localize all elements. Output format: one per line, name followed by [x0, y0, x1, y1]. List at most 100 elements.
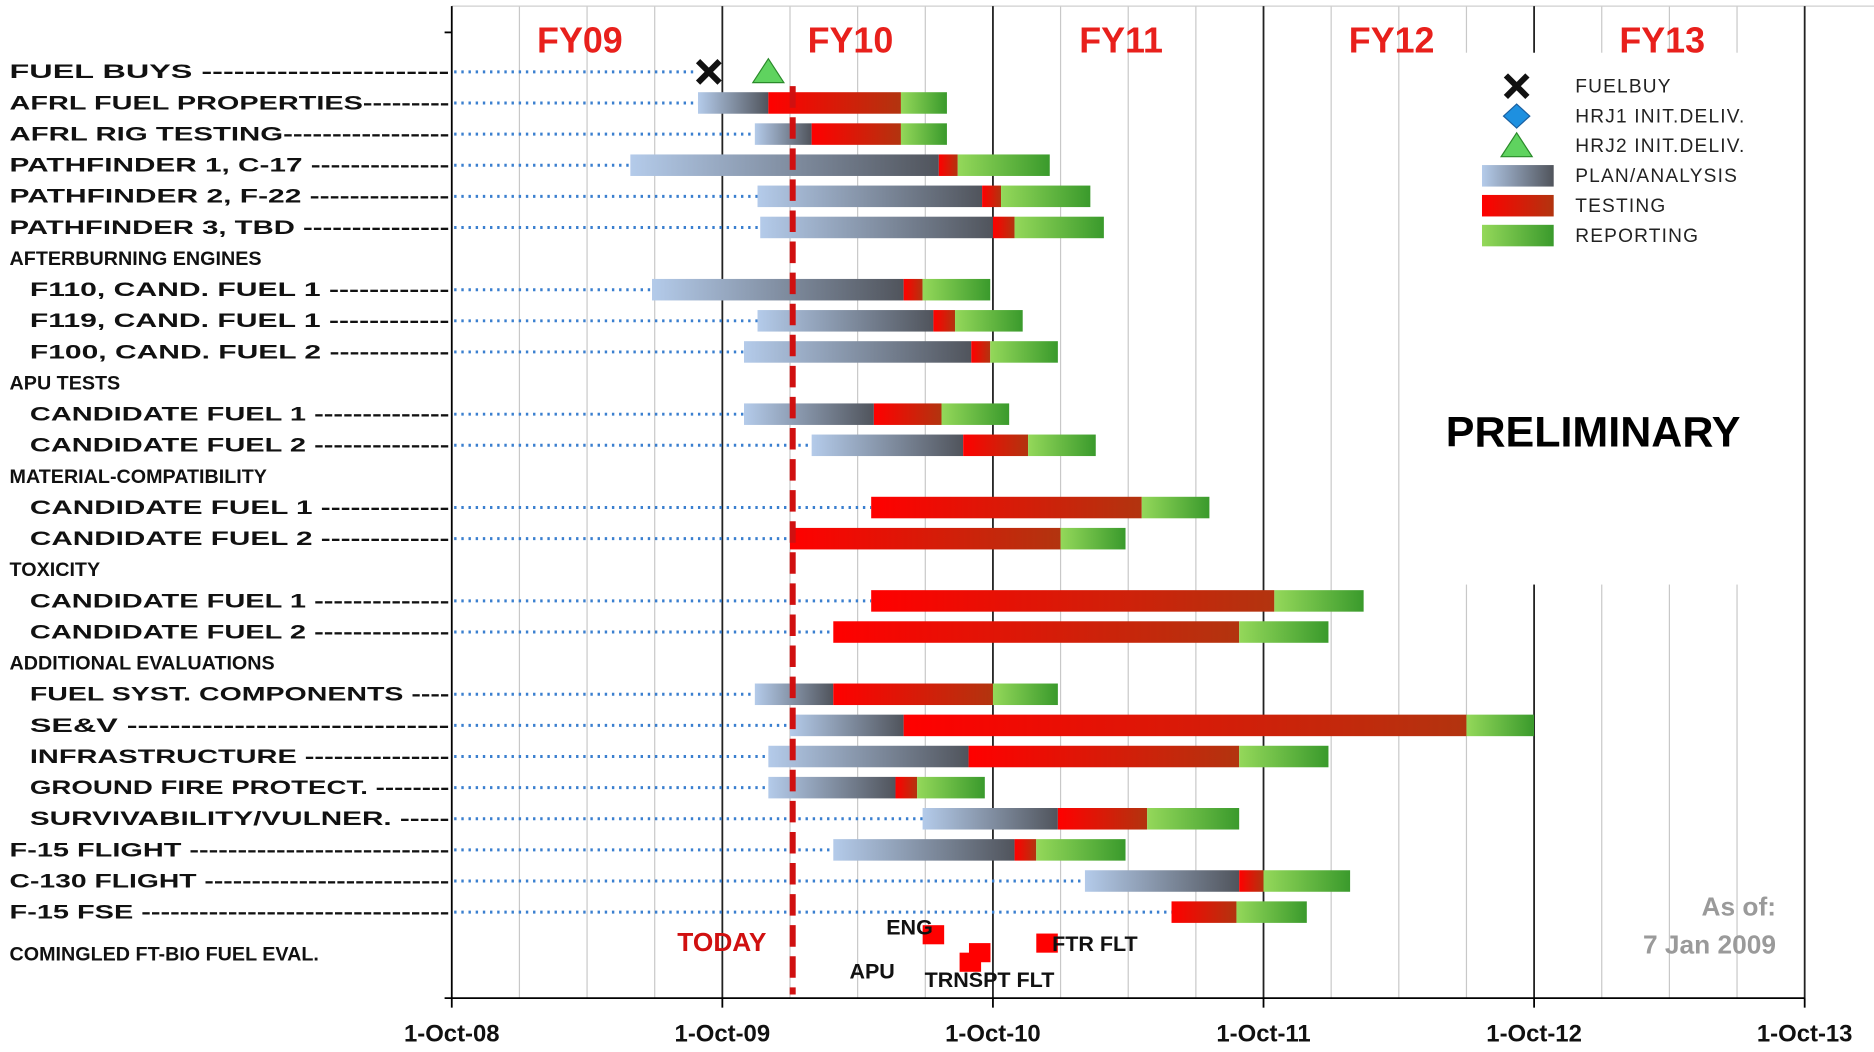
marker-diamond [1502, 103, 1531, 129]
bar-testing [938, 154, 958, 176]
event-label: TRNSPT FLT [925, 968, 1055, 992]
x-tick-label: 1-Oct-12 [1486, 1020, 1582, 1047]
group-label: APU TESTS [10, 372, 121, 394]
x-tick-label: 1-Oct-11 [1216, 1020, 1310, 1047]
bar-reporting [1466, 714, 1535, 737]
bar-testing [871, 590, 1275, 612]
bar-reporting [900, 92, 947, 114]
bar-testing [768, 92, 901, 114]
x-tick-label: 1-Oct-10 [945, 1020, 1041, 1047]
legend-text: HRJ2 INIT.DELIV. [1575, 136, 1745, 157]
row-label: F110, CAND. FUEL 1 ------------ [30, 279, 449, 301]
legend-text: FUELBUY [1575, 76, 1672, 97]
group-label: ADDITIONAL EVALUATIONS [10, 653, 275, 675]
bar-reporting [955, 310, 1023, 332]
bar-plan-analysis [833, 839, 1015, 861]
bar-testing [1057, 808, 1148, 830]
bar-reporting [1028, 434, 1096, 457]
bar-reporting [990, 341, 1058, 363]
group-label: AFTERBURNING ENGINES [10, 248, 262, 270]
bar-testing [811, 123, 901, 145]
row-label: F100, CAND. FUEL 2 ------------ [30, 341, 449, 363]
event-label: ENG [886, 915, 933, 939]
marker-stroke [1503, 73, 1530, 100]
x-tick-label: 1-Oct-08 [404, 1020, 500, 1047]
legend-text: TESTING [1575, 196, 1666, 217]
bar-testing [1239, 870, 1264, 892]
group-label: TOXICITY [10, 559, 101, 581]
row-label: PATHFINDER 2, F-22 -------------- [10, 186, 450, 208]
bar-reporting [1036, 839, 1126, 861]
bar-plan-analysis [760, 216, 993, 239]
bar-reporting [1236, 901, 1307, 923]
fiscal-year: FY09 [537, 21, 623, 61]
bar-testing [895, 776, 918, 799]
bar-reporting [992, 683, 1058, 706]
legend-swatch [1481, 224, 1554, 247]
row-label: F119, CAND. FUEL 1 ------------ [30, 310, 449, 332]
legend-text: REPORTING [1575, 226, 1699, 247]
bar-reporting [1147, 808, 1240, 830]
marker-x [695, 58, 722, 85]
event-marker [1036, 933, 1058, 953]
row-label: COMINGLED FT-BIO FUEL EVAL. [10, 943, 319, 965]
x-tick-label: 1-Oct-09 [675, 1020, 771, 1047]
bar-plan-analysis [757, 185, 983, 208]
row-label: F-15 FSE -------------------------------… [10, 902, 450, 924]
bar-reporting [1263, 870, 1351, 892]
bar-reporting [1060, 527, 1126, 550]
fiscal-year: FY11 [1079, 21, 1163, 61]
bar-plan-analysis [922, 808, 1058, 830]
bar-reporting [1274, 590, 1364, 612]
legend-text: PLAN/ANALYSIS [1575, 166, 1738, 187]
row-label: AFRL FUEL PROPERTIES--------- [10, 92, 450, 114]
as-of: As of: [1702, 891, 1776, 921]
row-label: CANDIDATE FUEL 2 ------------- [30, 528, 449, 550]
bar-testing [903, 278, 923, 301]
row-label: CANDIDATE FUEL 1 -------------- [30, 590, 449, 612]
bar-plan-analysis [768, 776, 896, 799]
row-label: CANDIDATE FUEL 2 -------------- [30, 621, 449, 643]
row-label: GROUND FIRE PROTECT. -------- [30, 777, 449, 799]
row-label: CANDIDATE FUEL 1 -------------- [30, 404, 449, 426]
bar-plan-analysis [811, 434, 964, 457]
bar-testing [871, 496, 1142, 519]
row-label: INFRASTRUCTURE --------------- [30, 746, 449, 768]
row-label: FUEL BUYS ----------------------- [10, 61, 450, 83]
row-label: F-15 FLIGHT --------------------------- [10, 839, 450, 861]
bar-testing [963, 434, 1029, 457]
bar-testing [903, 714, 1467, 737]
bar-plan-analysis [743, 341, 972, 363]
row-label: PATHFINDER 3, TBD --------------- [10, 217, 450, 239]
bar-testing [1171, 901, 1237, 923]
bar-plan-analysis [651, 278, 904, 301]
bar-reporting [957, 154, 1050, 176]
row-label: SURVIVABILITY/VULNER. ----- [30, 808, 449, 830]
bar-testing [873, 403, 942, 425]
row-label: CANDIDATE FUEL 1 ------------- [30, 497, 449, 519]
row-label: FUEL SYST. COMPONENTS ---- [30, 684, 449, 706]
marker-x [1503, 73, 1530, 100]
bar-testing [933, 310, 956, 332]
bar-testing [1014, 839, 1037, 861]
bar-plan-analysis [789, 714, 904, 737]
bar-testing [982, 185, 1002, 208]
legend-text: HRJ1 INIT.DELIV. [1575, 106, 1745, 127]
bar-reporting [1239, 745, 1329, 768]
marker-triangle [751, 57, 785, 84]
event-marker [922, 925, 945, 945]
bar-reporting [1141, 496, 1210, 519]
event-label: FTR FLT [1052, 932, 1138, 956]
bar-reporting [917, 776, 985, 799]
event-label: APU [849, 960, 894, 984]
stamp: PRELIMINARY [1446, 409, 1741, 457]
bar-reporting [1014, 216, 1104, 239]
row-label: AFRL RIG TESTING----------------- [10, 123, 450, 145]
bar-testing [971, 341, 991, 363]
fiscal-year: FY12 [1349, 21, 1435, 61]
bar-testing [789, 527, 1061, 550]
x-tick-label: 1-Oct-13 [1757, 1020, 1853, 1047]
row-label: SE&V ------------------------------ [30, 715, 449, 737]
fiscal-year: FY10 [808, 21, 894, 61]
